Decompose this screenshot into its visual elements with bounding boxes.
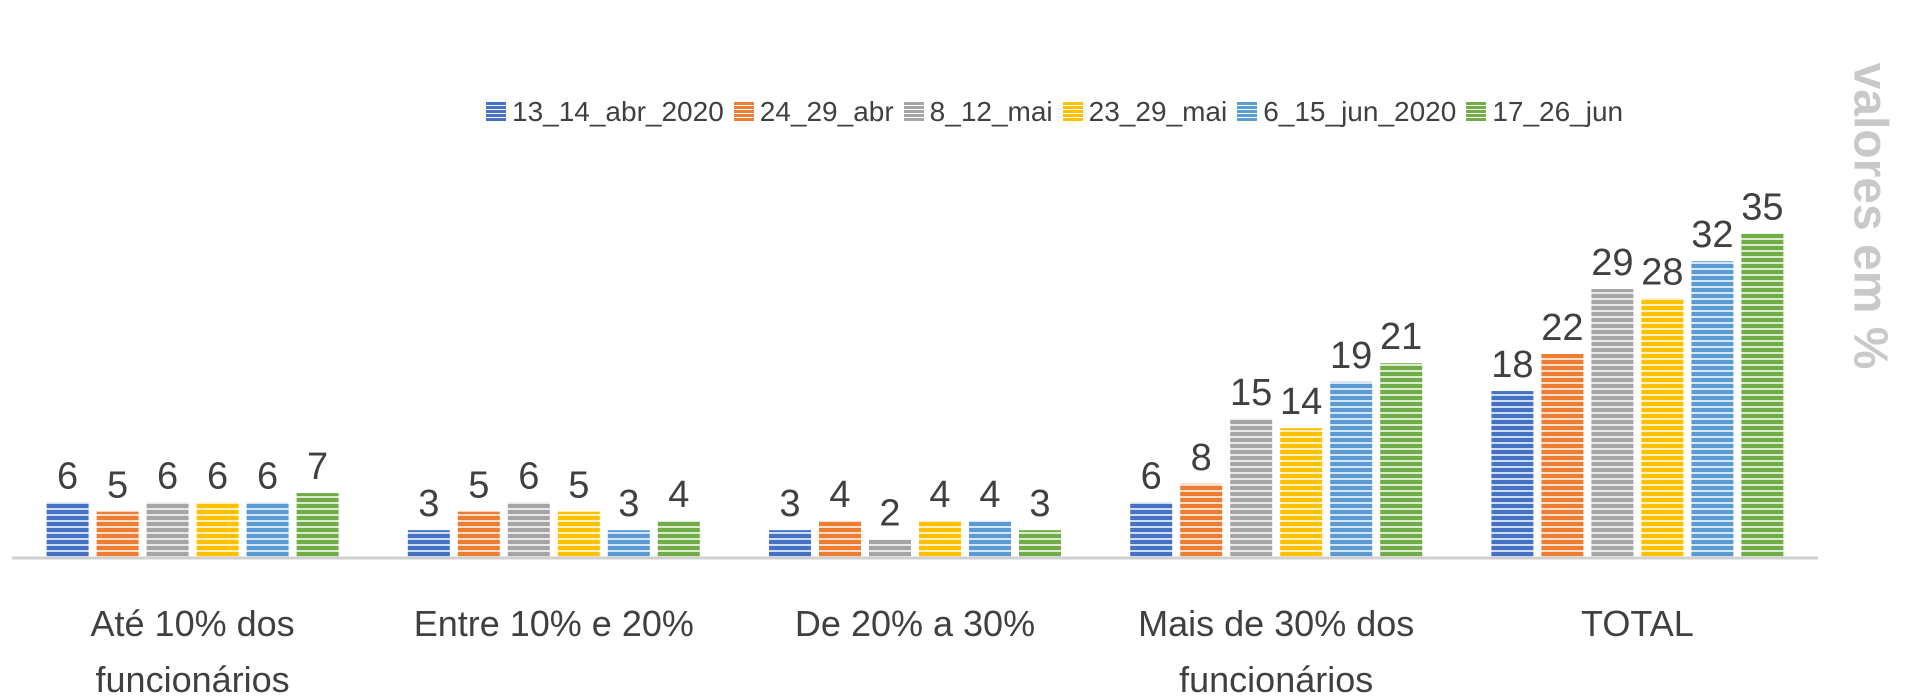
bar	[1641, 298, 1684, 558]
data-label: 6	[157, 455, 178, 497]
legend-item: 13_14_abr_2020	[486, 96, 724, 128]
data-label: 14	[1280, 381, 1322, 423]
bar	[1230, 418, 1273, 558]
bar	[507, 502, 550, 558]
data-label: 21	[1380, 316, 1422, 358]
bar	[769, 530, 811, 558]
data-label: 5	[107, 465, 128, 507]
legend-swatch	[1062, 102, 1083, 122]
bar	[969, 520, 1011, 558]
x-tick-label: Mais de 30% dos funcionários	[1138, 603, 1415, 696]
data-label: 3	[418, 483, 439, 525]
data-label: 7	[307, 446, 328, 488]
bar	[457, 511, 500, 558]
x-tick-label: Entre 10% e 20%	[413, 603, 694, 644]
bar	[296, 493, 339, 558]
bar	[1280, 428, 1323, 558]
bar	[407, 530, 450, 558]
bar	[46, 502, 89, 558]
data-label: 6	[1141, 455, 1162, 497]
data-label: 8	[1191, 437, 1212, 479]
legend-item: 23_29_mai	[1062, 96, 1228, 128]
bar	[1330, 381, 1373, 558]
data-label: 4	[829, 474, 850, 516]
bar	[1541, 353, 1584, 558]
data-label: 4	[979, 474, 1000, 516]
data-label: 19	[1330, 335, 1372, 377]
legend-swatch	[1237, 102, 1258, 122]
bar	[657, 520, 700, 558]
legend-item: 17_26_jun	[1466, 96, 1623, 128]
bar	[96, 511, 139, 558]
legend-item: 6_15_jun_2020	[1237, 96, 1456, 128]
data-label: 3	[618, 483, 639, 525]
data-label: 15	[1230, 372, 1272, 414]
bar	[1019, 530, 1061, 558]
data-label: 35	[1741, 186, 1783, 228]
legend-label: 8_12_mai	[929, 96, 1053, 127]
y-axis-label: valores em %	[1843, 62, 1897, 370]
bar	[919, 520, 961, 558]
legend-label: 24_29_abr	[759, 96, 894, 127]
data-label: 3	[1029, 483, 1050, 525]
data-label: 28	[1641, 251, 1683, 293]
data-label: 29	[1591, 242, 1633, 284]
data-label: 4	[929, 474, 950, 516]
data-label: 6	[257, 455, 278, 497]
data-label: 2	[879, 492, 900, 534]
bar	[1180, 483, 1223, 558]
bar	[819, 520, 861, 558]
bar	[146, 502, 189, 558]
legend-label: 23_29_mai	[1088, 96, 1228, 127]
legend-item: 24_29_abr	[733, 96, 894, 128]
legend-swatch	[903, 102, 924, 122]
bar	[607, 530, 650, 558]
data-label: 32	[1691, 214, 1733, 256]
data-label: 6	[207, 455, 228, 497]
bar	[1741, 233, 1784, 558]
legend-item: 8_12_mai	[903, 96, 1053, 128]
data-label: 5	[468, 465, 489, 507]
bar	[869, 539, 911, 558]
legend-label: 13_14_abr_2020	[512, 96, 724, 127]
data-label: 18	[1491, 344, 1533, 386]
data-label: 22	[1541, 307, 1583, 349]
data-label: 5	[568, 465, 589, 507]
legend-swatch	[733, 102, 754, 122]
bar	[1591, 289, 1634, 558]
bar	[1491, 391, 1534, 558]
x-tick-label: Até 10% dos funcionários	[90, 603, 295, 696]
legend-swatch	[1466, 102, 1487, 122]
legend-label: 17_26_jun	[1492, 96, 1624, 127]
data-label: 4	[668, 474, 689, 516]
bar	[557, 511, 600, 558]
data-label: 6	[57, 455, 78, 497]
x-tick-label: De 20% a 30%	[794, 603, 1036, 644]
bar	[246, 502, 289, 558]
legend-swatch	[486, 102, 506, 122]
bar	[196, 502, 239, 558]
bar	[1691, 261, 1734, 558]
data-label: 3	[779, 483, 800, 525]
x-tick-label: TOTAL	[1581, 603, 1694, 644]
legend: 13_14_abr_2020 24_29_abr 8_12_mai 23_29_mai…	[486, 96, 1633, 128]
data-label: 6	[518, 455, 539, 497]
bar	[1380, 363, 1423, 558]
bar	[1130, 502, 1173, 558]
legend-label: 6_15_jun_2020	[1263, 96, 1457, 127]
